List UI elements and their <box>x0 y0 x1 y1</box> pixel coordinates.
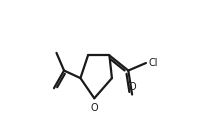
Text: Cl: Cl <box>148 58 158 68</box>
Text: O: O <box>128 82 136 92</box>
Text: O: O <box>91 103 98 113</box>
